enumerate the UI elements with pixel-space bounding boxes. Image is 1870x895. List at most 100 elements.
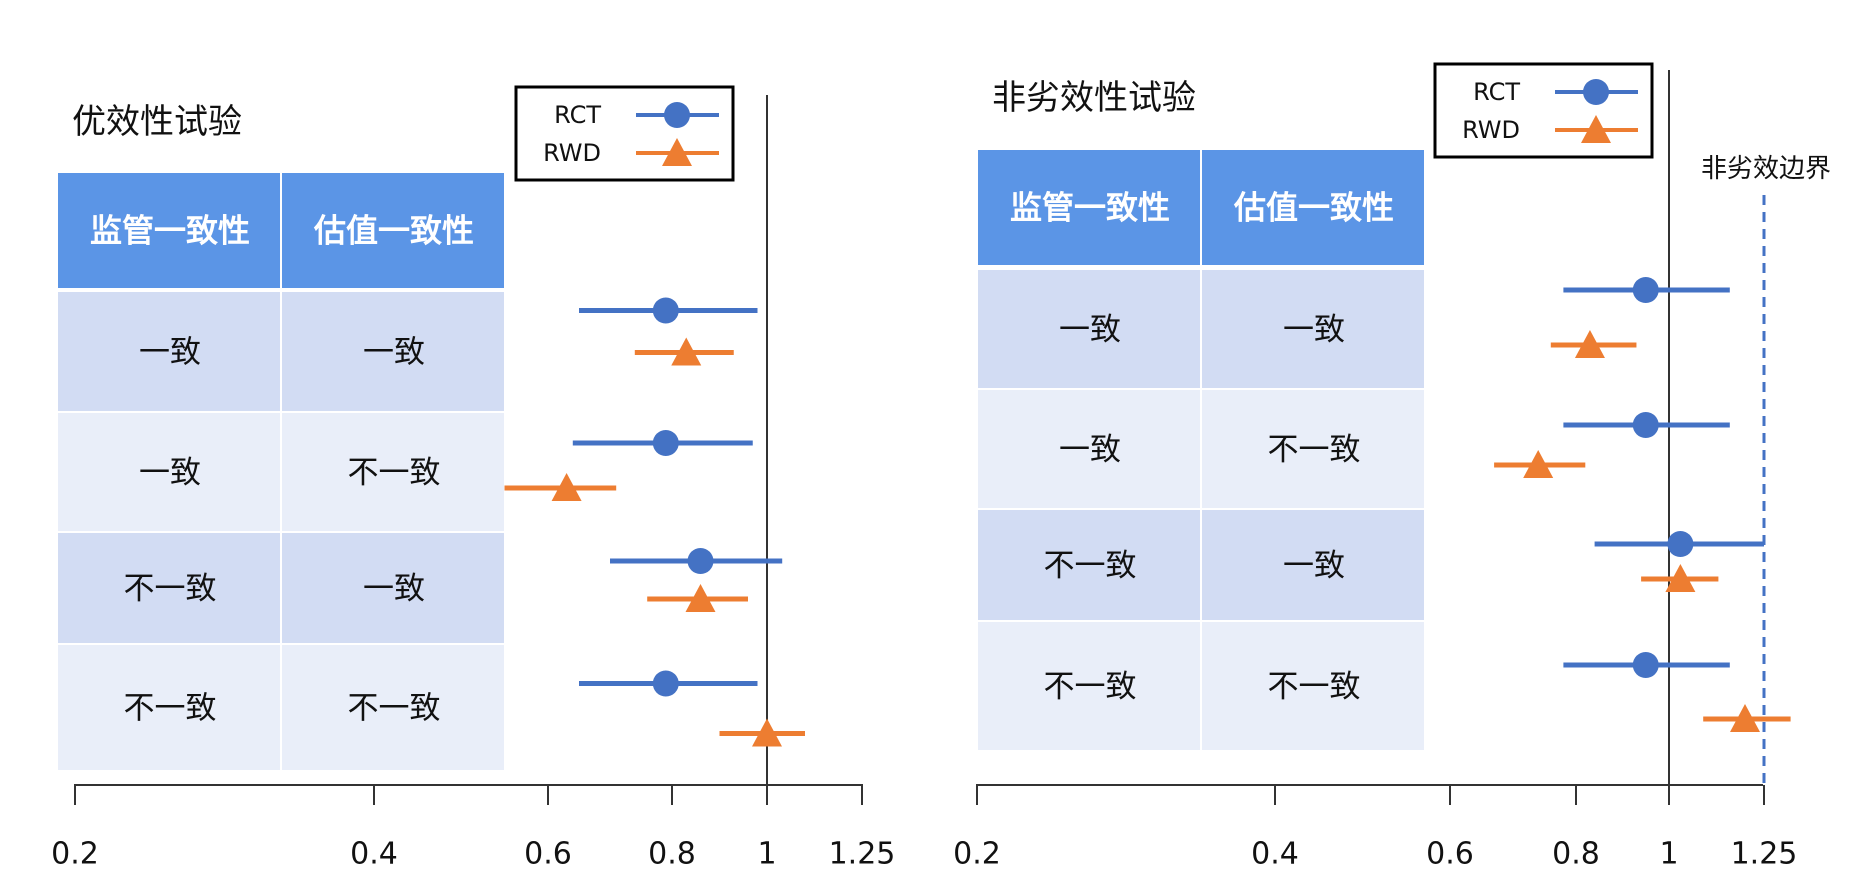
x-axis: 0.2 0.4 0.6 0.8 1 1.25 — [51, 784, 896, 872]
point-estimate — [1632, 652, 1659, 678]
x-tick-label: 0.8 — [648, 837, 696, 872]
point-estimate — [1665, 564, 1696, 592]
series-rct-mark — [579, 297, 758, 324]
point-estimate — [671, 337, 702, 366]
header-cell-bg — [282, 173, 504, 288]
point-estimate — [1632, 412, 1659, 438]
legend-box — [1433, 62, 1654, 159]
x-tick-label: 0.4 — [350, 837, 398, 872]
header-cell-bg — [1202, 150, 1424, 265]
point-estimate — [1632, 277, 1659, 303]
table-cell: 不一致 — [124, 571, 217, 607]
x-tick-label: 1 — [1659, 837, 1678, 872]
table-cell: 不一致 — [124, 691, 217, 727]
x-tick-label: 1 — [757, 837, 776, 872]
table-header: 监管一致性 估值一致性 — [978, 150, 1424, 265]
table-cell: 一致 — [139, 455, 201, 491]
series-rwd-mark — [634, 337, 734, 366]
table-cell: 不一致 — [1044, 548, 1137, 584]
series-rwd-mark — [1550, 330, 1637, 358]
header-cell-bg — [978, 150, 1200, 265]
table-row: 不一致 一致 — [58, 533, 504, 643]
point-estimate — [652, 297, 679, 324]
table-row: 一致 不一致 — [978, 390, 1424, 508]
legend-marker — [1581, 115, 1611, 143]
column-header: 估值一致性 — [313, 212, 474, 250]
table-cell: 不一致 — [1268, 669, 1361, 705]
table-cell-bg — [58, 292, 280, 411]
table-cell-bg — [58, 645, 280, 770]
point-estimate — [685, 584, 716, 612]
table-cell: 不一致 — [348, 455, 441, 491]
x-tick-label: 0.2 — [953, 837, 1001, 872]
table-cell-bg — [978, 270, 1200, 388]
table-cell: 一致 — [1059, 432, 1121, 468]
table-row: 不一致 不一致 — [58, 645, 504, 770]
x-tick-label: 0.6 — [1426, 837, 1474, 872]
table-cell-bg — [282, 533, 504, 643]
series-rwd-mark — [1494, 450, 1586, 478]
table-cell: 不一致 — [1268, 432, 1361, 468]
series-rwd-mark — [1703, 704, 1791, 732]
table-cell-bg — [978, 390, 1200, 508]
series-rct-mark — [1563, 652, 1730, 678]
table-cell-bg — [978, 622, 1200, 750]
table-cell: 一致 — [139, 335, 201, 371]
column-header: 监管一致性 — [90, 212, 250, 250]
series-rwd-mark — [647, 584, 748, 612]
table-cell-bg — [282, 292, 504, 411]
legend-marker — [1583, 79, 1609, 105]
table-cell: 一致 — [363, 571, 425, 607]
series-rwd-mark — [1641, 564, 1719, 592]
point-estimate — [1523, 450, 1554, 478]
table-cell-bg — [58, 413, 280, 531]
panel-title: 优效性试验 — [72, 102, 242, 142]
x-tick-label: 0.6 — [524, 837, 572, 872]
header-cell-bg — [58, 173, 280, 288]
table-row: 一致 一致 — [978, 270, 1424, 388]
point-estimate — [1574, 330, 1605, 358]
table-row: 不一致 一致 — [978, 510, 1424, 620]
series-rct-mark — [579, 670, 758, 697]
table-cell: 一致 — [1283, 312, 1345, 348]
series-rct-mark — [572, 430, 753, 456]
table-cell: 一致 — [1059, 312, 1121, 348]
table-cell-bg — [58, 533, 280, 643]
table-cell: 一致 — [1283, 548, 1345, 584]
table-cell: 一致 — [363, 335, 425, 371]
x-tick-label: 0.4 — [1251, 837, 1299, 872]
point-estimate — [652, 430, 679, 456]
series-rwd-mark — [719, 718, 805, 747]
table-row: 一致 一致 — [58, 292, 504, 411]
series-rct-mark — [1563, 277, 1730, 303]
column-header: 监管一致性 — [1010, 189, 1170, 227]
table-cell-bg — [282, 645, 504, 770]
legend-label: RWD — [1462, 116, 1520, 144]
point-estimate — [652, 670, 679, 697]
x-tick-label: 0.8 — [1552, 837, 1600, 872]
series-rct-mark — [610, 548, 783, 574]
legend-label: RCT — [1473, 78, 1520, 106]
margin-label: 非劣效边界 — [1701, 154, 1831, 184]
table-cell: 不一致 — [348, 691, 441, 727]
series-rct-mark — [1594, 531, 1764, 557]
point-estimate — [1667, 531, 1694, 557]
x-tick-label: 1.25 — [1731, 837, 1798, 872]
table-row: 不一致 不一致 — [978, 622, 1424, 750]
x-tick-label: 1.25 — [829, 837, 896, 872]
point-estimate — [1730, 704, 1760, 732]
legend: RCT RWD — [514, 85, 735, 182]
series-rct-mark — [1563, 412, 1730, 438]
table-cell-bg — [1202, 510, 1424, 620]
legend-marker — [662, 138, 692, 166]
legend-marker — [664, 102, 690, 128]
table-cell: 不一致 — [1044, 669, 1137, 705]
point-estimate — [551, 473, 582, 501]
table-row: 一致 不一致 — [58, 413, 504, 531]
table-cell-bg — [1202, 622, 1424, 750]
table-header: 监管一致性 估值一致性 — [58, 173, 504, 288]
x-tick-label: 0.2 — [51, 837, 99, 872]
